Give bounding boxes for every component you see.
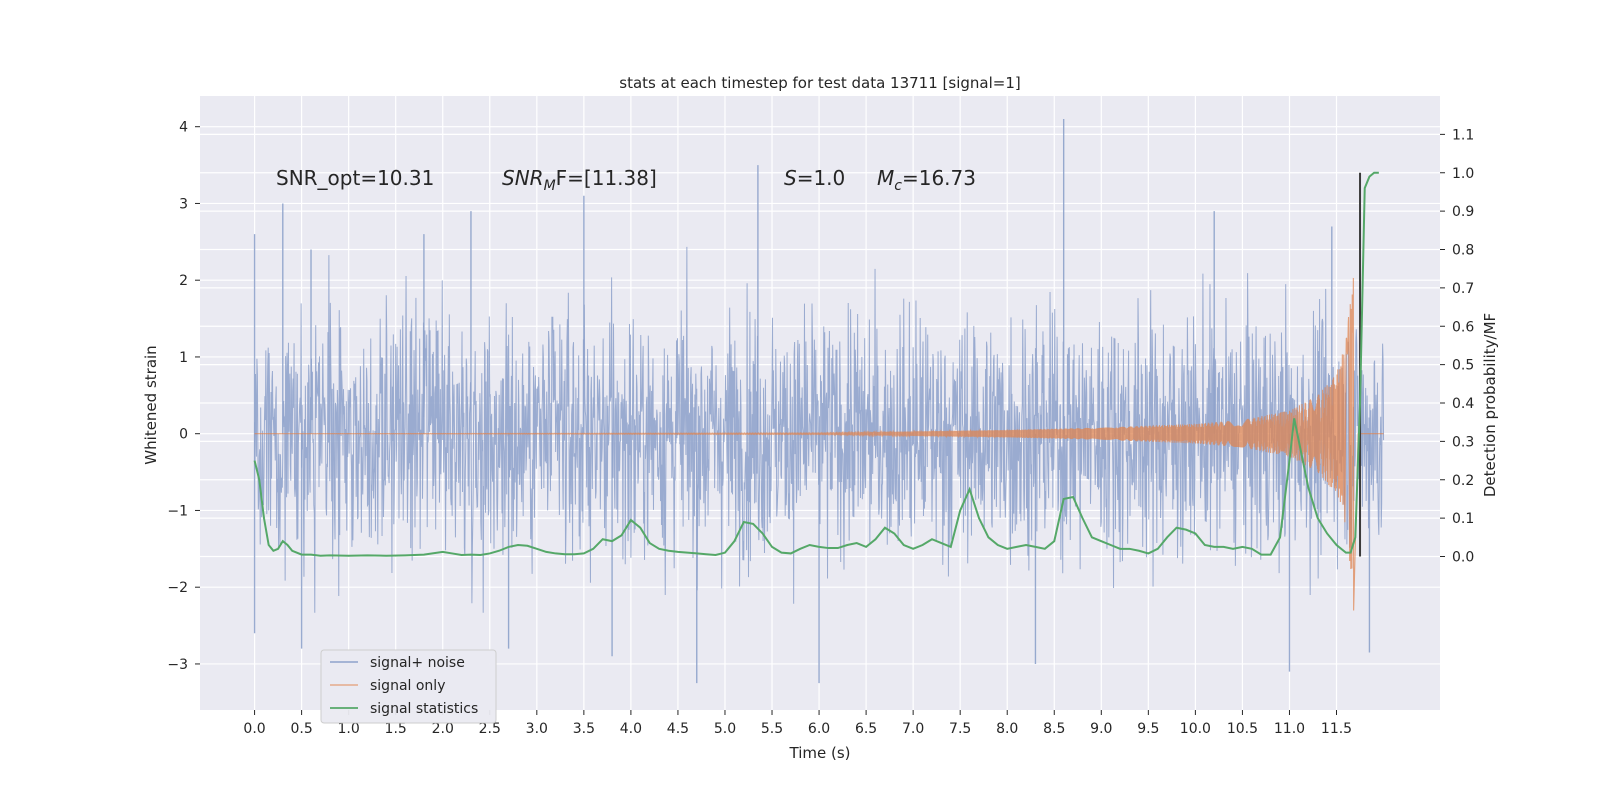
y-tick-label: 2 — [179, 273, 188, 289]
legend-label-signal-statistics: signal statistics — [370, 701, 478, 717]
x-tick-label: 7.5 — [949, 721, 971, 737]
x-tick-label: 4.5 — [667, 721, 689, 737]
y-right-tick-label: 0.2 — [1452, 473, 1474, 489]
y-right-tick-label: 0.7 — [1452, 281, 1474, 297]
y-right-tick-label: 0.6 — [1452, 319, 1474, 335]
y-tick-label: 1 — [179, 350, 188, 366]
y-axis-label: Whitened strain — [142, 345, 160, 464]
legend-label-signal-plus-noise: signal+ noise — [370, 655, 465, 671]
x-tick-label: 0.0 — [243, 721, 265, 737]
y-tick-label: −3 — [167, 657, 188, 673]
y-axis-label-right: Detection probability/MF — [1481, 313, 1499, 497]
legend-label-signal-only: signal only — [370, 678, 445, 694]
x-tick-label: 1.5 — [385, 721, 407, 737]
x-tick-label: 0.5 — [290, 721, 312, 737]
y-axis-ticks-right: 1.1 1.0 0.9 0.8 0.7 0.6 0.5 0.4 0.3 0.2 0.1 0.0 — [1440, 127, 1474, 566]
x-tick-label: 11.0 — [1274, 721, 1305, 737]
x-tick-label: 10.5 — [1227, 721, 1258, 737]
x-tick-label: 5.5 — [761, 721, 783, 737]
x-tick-label: 3.0 — [526, 721, 548, 737]
y-tick-label: 4 — [179, 120, 188, 136]
x-tick-label: 3.5 — [573, 721, 595, 737]
legend-box — [320, 649, 497, 724]
annotation-snr-mf: SNRMF=[11.38] — [502, 166, 657, 194]
x-tick-label: 11.5 — [1321, 721, 1352, 737]
x-tick-label: 9.5 — [1137, 721, 1159, 737]
x-tick-label: 1.0 — [338, 721, 360, 737]
annotation-s: S=1.0 — [784, 166, 845, 190]
x-tick-label: 5.0 — [714, 721, 736, 737]
series-signal-statistics — [253, 171, 1379, 557]
y-right-tick-label: 0.1 — [1452, 511, 1474, 527]
x-tick-label: 10.0 — [1180, 721, 1211, 737]
y-right-tick-label: 0.5 — [1452, 358, 1474, 374]
x-axis-label: Time (s) — [789, 744, 851, 762]
x-axis-ticks: 0.0 0.5 1.0 1.5 2.0 2.5 3.0 3.5 4.0 4.5 5.0 5.5 6.0 6… — [243, 710, 1352, 737]
legend: signal+ noise signal only signal statist… — [320, 649, 497, 724]
x-tick-label: 2.0 — [432, 721, 454, 737]
y-right-tick-label: 0.4 — [1452, 396, 1474, 412]
x-tick-label: 4.0 — [620, 721, 642, 737]
x-tick-label: 6.0 — [808, 721, 830, 737]
y-right-tick-label: 0.0 — [1452, 550, 1474, 566]
y-right-tick-label: 0.8 — [1452, 243, 1474, 259]
x-tick-label: 8.5 — [1043, 721, 1065, 737]
chart-title: stats at each timestep for test data 137… — [619, 74, 1020, 92]
series-signal-plus-noise — [253, 119, 1385, 684]
x-tick-label: 2.5 — [479, 721, 501, 737]
series-signal-only — [254, 277, 1384, 611]
y-tick-label: −2 — [167, 580, 188, 596]
x-tick-label: 7.0 — [902, 721, 924, 737]
y-right-tick-label: 0.9 — [1452, 204, 1474, 220]
x-tick-label: 9.0 — [1090, 721, 1112, 737]
y-right-tick-label: 1.1 — [1452, 127, 1474, 143]
y-axis-ticks-left: 4 3 2 1 0 −1 −2 −3 — [167, 120, 200, 673]
y-tick-label: −1 — [167, 503, 188, 519]
signal-statistics-trace — [253, 171, 1379, 557]
y-right-tick-label: 0.3 — [1452, 434, 1474, 450]
x-tick-label: 6.5 — [855, 721, 877, 737]
y-right-tick-label: 1.0 — [1452, 166, 1474, 182]
y-tick-label: 0 — [179, 427, 188, 443]
y-tick-label: 3 — [179, 196, 188, 212]
signal-only-trace — [254, 277, 1384, 611]
x-tick-label: 8.0 — [996, 721, 1018, 737]
annotation-snr-opt: SNR_opt=10.31 — [276, 166, 434, 190]
annotation-mc: Mc=16.73 — [877, 166, 976, 194]
